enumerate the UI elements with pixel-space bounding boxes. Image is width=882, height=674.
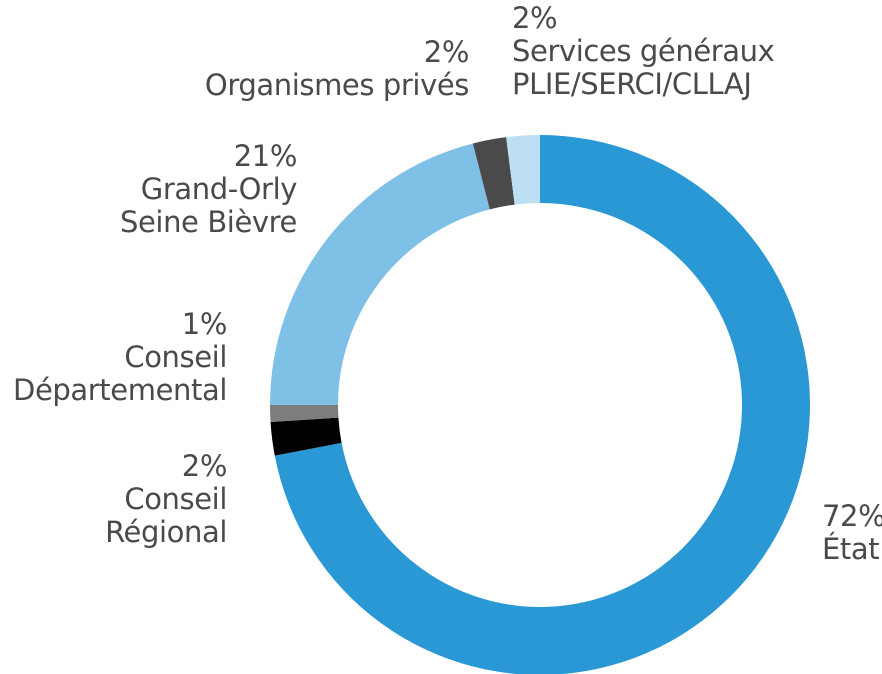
slice-name-line: Organismes privés <box>204 68 469 103</box>
slice-percent: 21% <box>233 139 298 173</box>
slice-label-organismes-prives: 2% Organismes privés <box>204 35 470 103</box>
slice-name-line: Services généraux <box>512 34 775 69</box>
slice-name-line: Conseil <box>124 482 227 517</box>
donut-slice-5 <box>506 135 540 205</box>
slice-name-line: PLIE/SERCI/CLLAJ <box>512 67 752 102</box>
slice-name-line: Seine Bièvre <box>119 205 297 240</box>
slice-percent: 2% <box>512 1 558 35</box>
slice-percent: 2% <box>423 35 470 69</box>
slice-label-etat: 72% État <box>822 499 882 567</box>
slice-label-conseil-departemental: 1% Conseil Départemental <box>13 307 228 408</box>
slice-name-line: Grand-Orly <box>140 172 298 207</box>
slice-name-line: Régional <box>105 515 227 550</box>
donut-slice-2 <box>270 405 339 422</box>
slice-label-services-generaux: 2% Services généraux PLIE/SERCI/CLLAJ <box>512 1 775 102</box>
slice-label-conseil-regional: 2% Conseil Régional <box>105 449 228 550</box>
slice-name-line: État <box>822 532 880 567</box>
slice-name-line: Conseil <box>124 340 227 375</box>
slice-percent: 1% <box>181 307 228 341</box>
slice-percent: 72% <box>822 499 882 533</box>
donut-slice-3 <box>270 143 490 405</box>
donut-slice-4 <box>472 137 515 210</box>
slice-label-grand-orly: 21% Grand-Orly Seine Bièvre <box>119 139 298 240</box>
slice-percent: 2% <box>181 449 228 483</box>
slice-name-line: Départemental <box>13 373 227 408</box>
donut-slice-1 <box>270 417 342 456</box>
